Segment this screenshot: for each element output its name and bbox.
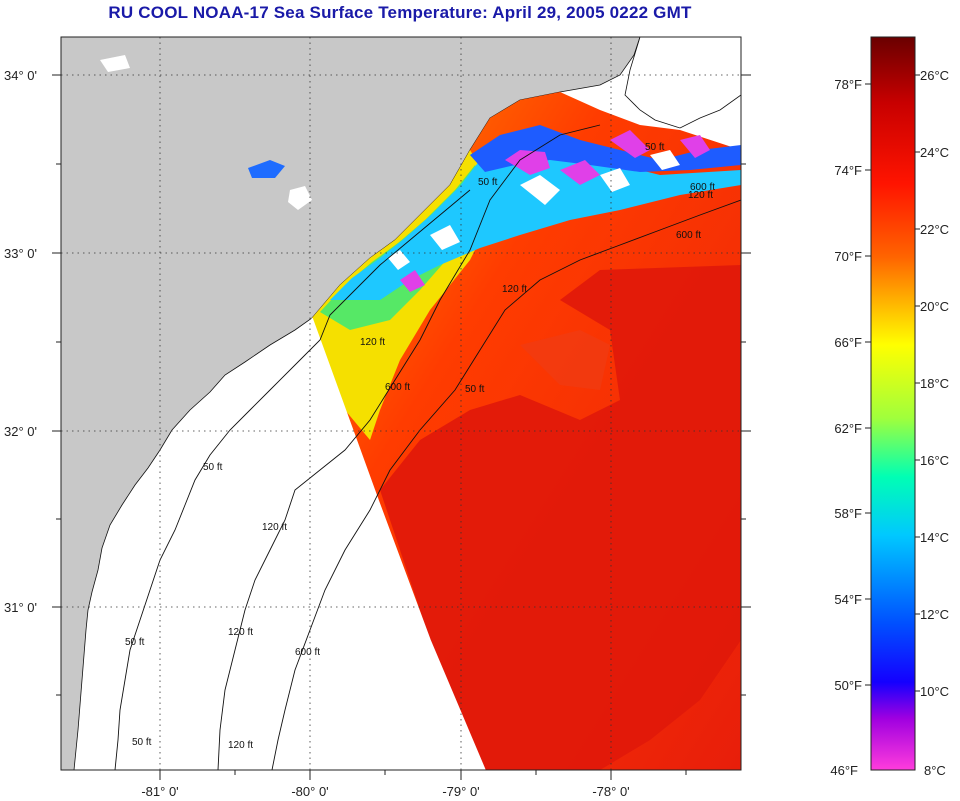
contour-label: 120 ft [228,627,253,638]
land-mass-north [624,37,741,129]
shelf-cyan-band [330,135,741,300]
contour-label: 50 ft [478,177,498,188]
cloud-mask [388,150,680,270]
lon-label: -80° 0' [291,784,328,799]
map-title: RU COOL NOAA-17 Sea Surface Temperature:… [108,3,692,22]
axis-ticks [52,74,751,780]
lon-label: -78° 0' [592,784,629,799]
cbar-c-label: 18°C [920,376,949,391]
contour-label: 120 ft [262,522,287,533]
colorbar [870,36,916,771]
contour-label: 50 ft [645,142,665,153]
colorbar-celsius-labels: 26°C 24°C 22°C 20°C 18°C 16°C 14°C 12°C … [920,68,949,778]
cbar-f-label: 62°F [834,421,862,436]
contour-120ft [217,124,601,770]
contour-600ft [271,199,741,770]
warm-eddy [520,330,610,390]
graticule [61,37,741,770]
longitude-labels: -81° 0' -80° 0' -79° 0' -78° 0' [141,784,629,799]
map-area: 50 ft 120 ft 600 ft 50 ft 120 ft 600 ft … [61,37,741,770]
contour-label: 50 ft [132,737,152,748]
map-frame [60,36,742,771]
contour-labels: 50 ft 120 ft 600 ft 50 ft 120 ft 600 ft … [125,142,715,751]
cbar-c-label: 8°C [924,763,946,778]
cbar-f-label: 74°F [834,163,862,178]
contour-label: 600 ft [385,382,410,393]
cbar-c-label: 14°C [920,530,949,545]
swath-edge [311,317,486,770]
lat-label: 34° 0' [4,68,37,83]
cloud-inland-2 [100,55,130,72]
contour-label: 50 ft [125,637,145,648]
contour-label: 120 ft [688,190,713,201]
gulf-stream-core [380,265,741,770]
contour-label: 600 ft [690,182,715,193]
lat-label: 31° 0' [4,600,37,615]
cbar-c-label: 10°C [920,684,949,699]
cbar-f-label: 58°F [834,506,862,521]
contour-label: 120 ft [228,740,253,751]
cbar-c-label: 16°C [920,453,949,468]
cbar-c-label: 12°C [920,607,949,622]
cbar-f-label: 78°F [834,77,862,92]
cbar-f-label: 54°F [834,592,862,607]
cbar-f-label: 50°F [834,678,862,693]
lake-feature [248,160,285,178]
contour-label: 120 ft [360,337,385,348]
cbar-c-label: 22°C [920,222,949,237]
colorbar-fahrenheit-labels: 78°F 74°F 70°F 66°F 62°F 58°F 54°F 50°F … [830,77,862,778]
contour-label: 600 ft [676,230,701,241]
contour-50ft [114,189,471,770]
cbar-f-label: 70°F [834,249,862,264]
cloud-inland [288,186,312,210]
latitude-labels: 34° 0' 33° 0' 32° 0' 31° 0' [4,68,37,615]
contour-label: 50 ft [465,384,485,395]
lon-label: -79° 0' [442,784,479,799]
cbar-c-label: 26°C [920,68,949,83]
lon-label: -81° 0' [141,784,178,799]
lat-label: 32° 0' [4,424,37,439]
lat-label: 33° 0' [4,246,37,261]
cbar-f-label: 46°F [830,763,858,778]
contour-label: 50 ft [203,462,223,473]
cbar-c-label: 20°C [920,299,949,314]
cbar-f-label: 66°F [834,335,862,350]
contour-label: 600 ft [295,647,320,658]
contour-label: 120 ft [502,284,527,295]
cbar-c-label: 24°C [920,145,949,160]
colorbar-ticks [865,74,920,692]
